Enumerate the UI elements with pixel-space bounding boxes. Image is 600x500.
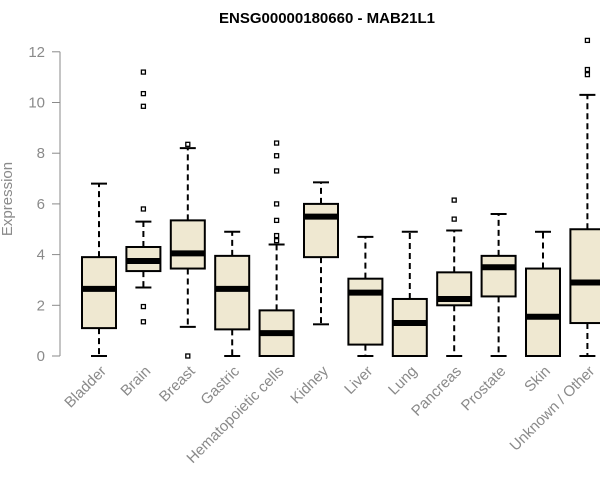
box-brain (125, 69, 162, 325)
outlier-point (451, 197, 457, 203)
iqr-box (525, 267, 561, 358)
chart-title: ENSG00000180660 - MAB21L1 (219, 10, 435, 27)
x-tick-label: Unknown / Other (507, 363, 599, 455)
y-tick-label: 6 (37, 196, 45, 213)
y-axis-title: Expression (0, 162, 16, 236)
iqr-box (303, 202, 339, 259)
y-tick-label: 4 (37, 247, 45, 264)
box-breast (169, 141, 206, 359)
outlier-point (273, 238, 280, 244)
box-kidney (303, 181, 339, 326)
x-tick-label: Bladder (61, 363, 110, 412)
outlier-point (273, 140, 280, 146)
outlier-point (273, 153, 280, 159)
outlier-point (273, 201, 280, 207)
y-tick-label: 10 (28, 95, 45, 112)
outlier-point (584, 66, 591, 73)
outlier-point (185, 141, 191, 147)
box-skin (525, 230, 561, 358)
box-unknown-other (569, 37, 600, 357)
outlier-point (140, 303, 147, 310)
outlier-point (273, 232, 280, 239)
iqr-box (569, 228, 600, 325)
box-pancreas (436, 197, 473, 357)
y-tick-label: 2 (37, 297, 45, 314)
x-tick-label: Skin (521, 363, 554, 396)
iqr-box (480, 254, 517, 298)
y-tick-label: 8 (37, 145, 45, 162)
x-tick-label: Brain (117, 363, 154, 400)
box-bladder (81, 182, 117, 357)
x-tick-label: Kidney (287, 362, 332, 407)
box-gastric (214, 230, 251, 357)
boxes-layer (81, 37, 600, 359)
iqr-box (347, 277, 384, 346)
outlier-point (140, 90, 147, 97)
iqr-box (81, 256, 117, 330)
y-tick-label: 0 (37, 348, 45, 365)
iqr-box (391, 297, 428, 357)
outlier-point (185, 353, 191, 359)
x-tick-label: Breast (156, 362, 199, 405)
box-lung (391, 230, 428, 357)
outlier-point (140, 69, 147, 75)
outlier-point (273, 217, 280, 224)
iqr-box (169, 219, 206, 270)
x-tick-label: Lung (385, 363, 421, 399)
outlier-point (140, 319, 147, 325)
x-tick-label: Prostate (458, 363, 510, 415)
box-liver (347, 235, 384, 357)
outlier-point (140, 206, 147, 212)
box-hematopoietic-cells (258, 140, 295, 357)
y-axis: 0 2 4 6 8 10 12 (28, 44, 61, 365)
outlier-point (584, 37, 591, 44)
outlier-point (451, 216, 457, 222)
outlier-point (140, 103, 147, 109)
outlier-point (584, 71, 591, 78)
iqr-box (214, 254, 251, 331)
box-prostate (480, 213, 517, 357)
outlier-point (273, 168, 280, 174)
x-tick-label: Liver (341, 363, 376, 398)
y-tick-label: 12 (28, 44, 45, 61)
